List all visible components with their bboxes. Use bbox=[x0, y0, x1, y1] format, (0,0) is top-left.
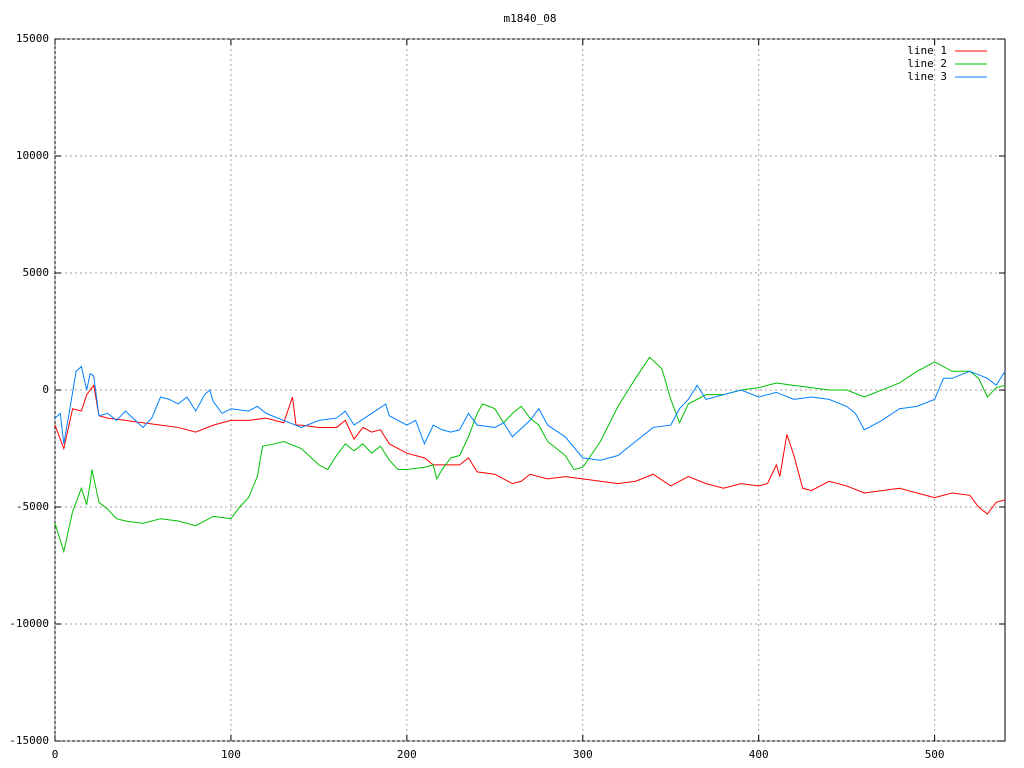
x-tick-label: 300 bbox=[573, 748, 593, 761]
x-tick-label: 200 bbox=[397, 748, 417, 761]
data-line bbox=[54, 384, 1006, 515]
y-tick-label: -5000 bbox=[16, 500, 49, 513]
y-tick-label: 10000 bbox=[16, 149, 49, 162]
x-tick-label: 100 bbox=[221, 748, 241, 761]
data-line bbox=[54, 365, 1006, 461]
chart-title: m1840_08 bbox=[504, 12, 557, 25]
x-tick-label: 400 bbox=[749, 748, 769, 761]
y-tick-label: 5000 bbox=[23, 266, 50, 279]
x-tick-label: 0 bbox=[52, 748, 59, 761]
data-line bbox=[54, 356, 1006, 554]
legend-label: line 1 bbox=[907, 44, 947, 57]
legend-label: line 3 bbox=[907, 70, 947, 83]
y-tick-label: -10000 bbox=[9, 617, 49, 630]
x-tick-label: 500 bbox=[925, 748, 945, 761]
legend-label: line 2 bbox=[907, 57, 947, 70]
y-tick-label: -15000 bbox=[9, 734, 49, 747]
y-tick-label: 0 bbox=[42, 383, 49, 396]
y-tick-label: 15000 bbox=[16, 32, 49, 45]
